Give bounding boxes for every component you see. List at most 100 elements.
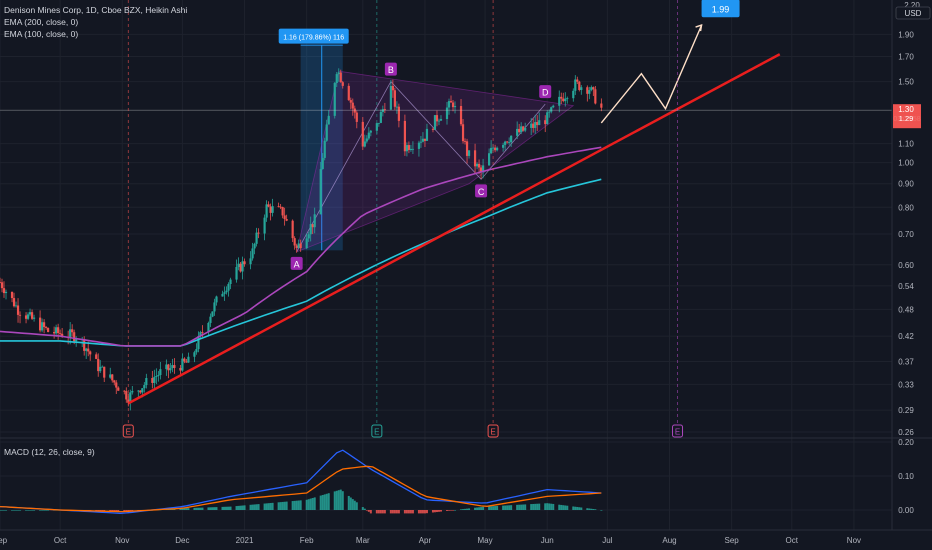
- macd-histogram-bar: [25, 510, 28, 511]
- macd-histogram-bar: [185, 508, 188, 510]
- price-tick: 1.90: [898, 30, 914, 39]
- candle-body: [193, 352, 196, 357]
- candle-body: [293, 238, 296, 246]
- target-callout[interactable]: 1.99: [695, 0, 740, 32]
- candle-body: [431, 128, 435, 130]
- macd-histogram-bar: [576, 506, 579, 510]
- candle-body: [115, 382, 118, 388]
- candle-body: [223, 292, 226, 294]
- candle-body: [516, 128, 519, 136]
- macd-histogram-bar: [435, 510, 438, 513]
- macd-histogram-bar: [391, 510, 394, 514]
- macd-histogram-bar: [197, 507, 200, 510]
- ema200-legend: EMA (200, close, 0): [4, 17, 78, 27]
- candle-body: [349, 100, 352, 103]
- candle-body: [550, 107, 553, 112]
- candle-body: [45, 327, 48, 329]
- macd-histogram-bar: [277, 502, 280, 510]
- macd-histogram-bar: [407, 510, 410, 514]
- macd-histogram-bar: [333, 491, 336, 510]
- target-label: 1.99: [712, 4, 730, 14]
- macd-histogram-bar: [504, 505, 507, 510]
- macd-histogram-bar: [552, 503, 555, 510]
- macd-histogram-bar: [522, 504, 525, 510]
- pattern-point-label: B: [388, 65, 394, 75]
- time-tick: Sep: [0, 536, 8, 545]
- pattern-point-label: A: [294, 259, 300, 269]
- candle-body: [75, 339, 78, 342]
- macd-histogram-bar: [241, 505, 244, 510]
- candle-body: [311, 224, 314, 228]
- triangle-pattern[interactable]: [296, 70, 575, 253]
- earnings-marker: [122, 424, 134, 438]
- macd-histogram-bar: [279, 502, 282, 510]
- macd-histogram-bar: [383, 510, 386, 514]
- candle-body: [195, 349, 198, 353]
- candle-body: [253, 243, 256, 249]
- macd-histogram-bar: [367, 510, 370, 512]
- candle-body: [510, 135, 513, 143]
- macd-histogram-bar: [546, 503, 549, 510]
- candle-body: [524, 127, 527, 131]
- candle-body: [295, 245, 298, 248]
- candle-body: [411, 148, 415, 150]
- macd-histogram-bar: [423, 510, 426, 514]
- macd-histogram-bar: [31, 510, 34, 511]
- candle-body: [319, 169, 322, 215]
- candle-body: [143, 385, 146, 389]
- candle-body: [502, 144, 505, 148]
- candle-body: [481, 165, 485, 173]
- candle-body: [215, 296, 218, 303]
- macd-histogram-bar: [255, 504, 258, 510]
- candle-body: [421, 138, 425, 142]
- ema-200-line: [0, 178, 602, 347]
- candle-body: [4, 291, 8, 294]
- macd-histogram-bar: [369, 510, 372, 514]
- candle-body: [255, 232, 258, 244]
- macd-histogram-bar: [506, 505, 509, 510]
- candle-body: [291, 220, 294, 239]
- candle-body: [383, 109, 386, 110]
- candle-body: [26, 314, 30, 319]
- trend-line[interactable]: [127, 53, 781, 405]
- macd-histogram-bar: [454, 510, 457, 511]
- candle-body: [153, 376, 156, 383]
- candle-body: [139, 390, 142, 393]
- macd-histogram-bar: [355, 502, 358, 510]
- macd-tick: 0.10: [898, 472, 914, 481]
- projection-path[interactable]: [600, 24, 703, 124]
- candle-body: [16, 305, 20, 315]
- macd-histogram-bar: [311, 498, 314, 510]
- candle-body: [433, 115, 437, 130]
- candle-body: [241, 261, 244, 272]
- candle-body: [129, 392, 132, 403]
- price-tick: 0.80: [898, 203, 914, 212]
- candle-body: [393, 90, 396, 107]
- price-tick: 0.48: [898, 305, 914, 314]
- macd-histogram-bar: [482, 506, 485, 510]
- candle-body: [141, 388, 144, 393]
- candle-body: [28, 312, 32, 315]
- last-price: 1.30: [898, 105, 914, 114]
- macd-histogram-bar: [207, 507, 210, 510]
- ema-100-line: [0, 146, 602, 347]
- time-axis[interactable]: Sep Oct Nov Dec 2021 Feb Mar Apr May Jun Jul Aug Sep…: [0, 529, 932, 545]
- macd-histogram-bar: [431, 510, 434, 513]
- candle-body: [586, 87, 589, 94]
- macd-histogram-bar: [265, 503, 268, 510]
- candle-body: [159, 369, 162, 376]
- candle-body: [225, 290, 228, 293]
- candle-body: [183, 358, 186, 362]
- candle-body: [592, 87, 595, 90]
- macd-histogram-bar: [193, 507, 196, 510]
- pattern-point-label: C: [478, 187, 485, 197]
- macd-histogram-bar: [27, 510, 30, 511]
- candle-body: [24, 315, 28, 319]
- candle-body: [558, 96, 561, 106]
- macd-histogram-bar: [239, 505, 242, 510]
- candle-body: [361, 121, 364, 147]
- candle-body: [71, 329, 74, 333]
- candle-body: [10, 291, 14, 299]
